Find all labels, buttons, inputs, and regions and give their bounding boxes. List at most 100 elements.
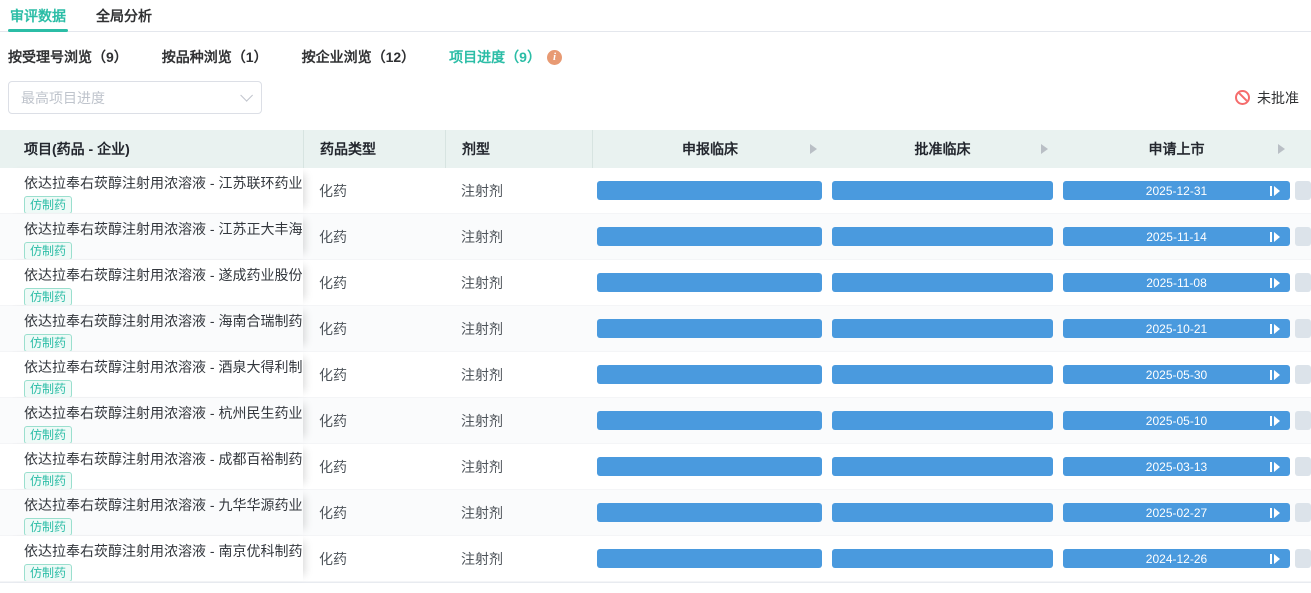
- declare-clinical-progress-bar[interactable]: [597, 457, 822, 476]
- next-stage-stub-bar[interactable]: [1295, 457, 1311, 476]
- drug-type-cell: 化药: [319, 320, 347, 337]
- apply-market-date: 2025-05-10: [1145, 413, 1208, 428]
- step-forward-icon: [1270, 231, 1281, 242]
- approve-clinical-progress-bar[interactable]: [832, 365, 1053, 384]
- approve-clinical-progress-bar[interactable]: [832, 181, 1053, 200]
- filter-row: 最高项目进度 未批准: [0, 75, 1311, 114]
- apply-market-cell: 2025-10-21: [1058, 306, 1295, 351]
- select-placeholder: 最高项目进度: [21, 89, 105, 106]
- declare-clinical-cell: [592, 168, 827, 213]
- approve-clinical-cell: [827, 168, 1058, 213]
- approve-clinical-cell: [827, 214, 1058, 259]
- apply-market-date: 2025-12-31: [1145, 183, 1208, 198]
- approve-clinical-progress-bar[interactable]: [832, 457, 1053, 476]
- max-progress-select[interactable]: 最高项目进度: [8, 81, 262, 114]
- project-name-link[interactable]: 依达拉奉右莰醇注射用浓溶液 - 遂成药业股份: [24, 267, 303, 283]
- project-name-link[interactable]: 依达拉奉右莰醇注射用浓溶液 - 江苏联环药业: [24, 175, 303, 191]
- next-stage-stub-bar[interactable]: [1295, 273, 1311, 292]
- project-name-link[interactable]: 依达拉奉右莰醇注射用浓溶液 - 杭州民生药业: [24, 405, 303, 421]
- project-name-link[interactable]: 依达拉奉右莰醇注射用浓溶液 - 江苏正大丰海: [24, 221, 303, 237]
- dosage-form-cell: 注射剂: [461, 274, 503, 291]
- step-forward-icon: [1270, 507, 1281, 518]
- approve-clinical-cell: [827, 398, 1058, 443]
- project-name-link[interactable]: 依达拉奉右莰醇注射用浓溶液 - 海南合瑞制药: [24, 313, 303, 329]
- apply-market-date: 2025-10-21: [1145, 321, 1208, 336]
- declare-clinical-progress-bar[interactable]: [597, 227, 822, 246]
- subtab-by-acceptance-number[interactable]: 按受理号浏览（9）: [8, 49, 128, 65]
- declare-clinical-cell: [592, 398, 827, 443]
- drug-type-cell: 化药: [319, 504, 347, 521]
- apply-market-progress-bar[interactable]: 2025-02-27: [1063, 503, 1290, 522]
- apply-market-cell: 2025-05-30: [1058, 352, 1295, 397]
- next-stage-stub-bar[interactable]: [1295, 411, 1311, 430]
- stage-arrow-icon[interactable]: [1278, 144, 1285, 154]
- subtab-by-enterprise[interactable]: 按企业浏览（12）: [301, 49, 416, 65]
- table-row: 依达拉奉右莰醇注射用浓溶液 - 成都百裕制药 仿制药 化药 注射剂 2025-0…: [0, 444, 1311, 490]
- approve-clinical-progress-bar[interactable]: [832, 411, 1053, 430]
- apply-market-cell: 2025-11-08: [1058, 260, 1295, 305]
- project-cell: 依达拉奉右莰醇注射用浓溶液 - 成都百裕制药 仿制药: [0, 444, 303, 489]
- step-forward-icon: [1270, 369, 1281, 380]
- generic-drug-badge: 仿制药: [24, 242, 73, 259]
- stage-arrow-icon[interactable]: [810, 144, 817, 154]
- apply-market-cell: 2025-03-13: [1058, 444, 1295, 489]
- generic-drug-badge: 仿制药: [24, 380, 73, 397]
- apply-market-progress-bar[interactable]: 2025-11-08: [1063, 273, 1290, 292]
- generic-drug-badge: 仿制药: [24, 564, 73, 581]
- approve-clinical-progress-bar[interactable]: [832, 273, 1053, 292]
- apply-market-progress-bar[interactable]: 2025-03-13: [1063, 457, 1290, 476]
- not-approved-legend[interactable]: 未批准: [1235, 88, 1299, 108]
- next-stage-stub-bar[interactable]: [1295, 227, 1311, 246]
- next-stage-stub-bar[interactable]: [1295, 503, 1311, 522]
- column-header-drug-type: 药品类型: [303, 130, 445, 168]
- apply-market-progress-bar[interactable]: 2025-11-14: [1063, 227, 1290, 246]
- declare-clinical-progress-bar[interactable]: [597, 503, 822, 522]
- approve-clinical-progress-bar[interactable]: [832, 549, 1053, 568]
- project-name-link[interactable]: 依达拉奉右莰醇注射用浓溶液 - 成都百裕制药: [24, 451, 303, 467]
- declare-clinical-cell: [592, 490, 827, 535]
- apply-market-cell: 2025-02-27: [1058, 490, 1295, 535]
- declare-clinical-progress-bar[interactable]: [597, 181, 822, 200]
- declare-clinical-progress-bar[interactable]: [597, 411, 822, 430]
- approve-clinical-progress-bar[interactable]: [832, 503, 1053, 522]
- tab-review-data[interactable]: 审评数据: [8, 0, 68, 32]
- approve-clinical-cell: [827, 306, 1058, 351]
- apply-market-progress-bar[interactable]: 2024-12-26: [1063, 549, 1290, 568]
- declare-clinical-progress-bar[interactable]: [597, 549, 822, 568]
- stage-arrow-icon[interactable]: [1041, 144, 1048, 154]
- generic-drug-badge: 仿制药: [24, 334, 73, 351]
- apply-market-progress-bar[interactable]: 2025-05-30: [1063, 365, 1290, 384]
- declare-clinical-progress-bar[interactable]: [597, 319, 822, 338]
- apply-market-cell: 2025-12-31: [1058, 168, 1295, 213]
- next-stage-stub-bar[interactable]: [1295, 365, 1311, 384]
- next-stage-stub-bar[interactable]: [1295, 549, 1311, 568]
- project-name-link[interactable]: 依达拉奉右莰醇注射用浓溶液 - 九华华源药业: [24, 497, 303, 513]
- table-row: 依达拉奉右莰醇注射用浓溶液 - 江苏联环药业 仿制药 化药 注射剂 2025-1…: [0, 168, 1311, 214]
- declare-clinical-cell: [592, 214, 827, 259]
- generic-drug-badge: 仿制药: [24, 426, 73, 443]
- apply-market-date: 2025-11-14: [1146, 229, 1207, 244]
- declare-clinical-cell: [592, 536, 827, 581]
- project-name-link[interactable]: 依达拉奉右莰醇注射用浓溶液 - 南京优科制药: [24, 543, 303, 559]
- subtab-project-progress[interactable]: 项目进度（9） i: [449, 47, 562, 67]
- dosage-form-cell: 注射剂: [461, 550, 503, 567]
- step-forward-icon: [1270, 323, 1281, 334]
- subtab-by-variety[interactable]: 按品种浏览（1）: [161, 49, 268, 65]
- next-stage-stub-bar[interactable]: [1295, 181, 1311, 200]
- table-row: 依达拉奉右莰醇注射用浓溶液 - 酒泉大得利制 仿制药 化药 注射剂 2025-0…: [0, 352, 1311, 398]
- next-stage-stub-bar[interactable]: [1295, 319, 1311, 338]
- apply-market-progress-bar[interactable]: 2025-12-31: [1063, 181, 1290, 200]
- declare-clinical-progress-bar[interactable]: [597, 273, 822, 292]
- table-row: 依达拉奉右莰醇注射用浓溶液 - 江苏正大丰海 仿制药 化药 注射剂 2025-1…: [0, 214, 1311, 260]
- info-icon[interactable]: i: [546, 49, 562, 65]
- drug-type-cell: 化药: [319, 550, 347, 567]
- approve-clinical-progress-bar[interactable]: [832, 319, 1053, 338]
- declare-clinical-progress-bar[interactable]: [597, 365, 822, 384]
- next-stage-stub-cell: [1295, 444, 1311, 489]
- apply-market-progress-bar[interactable]: 2025-10-21: [1063, 319, 1290, 338]
- generic-drug-badge: 仿制药: [24, 196, 73, 213]
- apply-market-progress-bar[interactable]: 2025-05-10: [1063, 411, 1290, 430]
- approve-clinical-progress-bar[interactable]: [832, 227, 1053, 246]
- project-name-link[interactable]: 依达拉奉右莰醇注射用浓溶液 - 酒泉大得利制: [24, 359, 303, 375]
- tab-global-analysis[interactable]: 全局分析: [96, 7, 152, 24]
